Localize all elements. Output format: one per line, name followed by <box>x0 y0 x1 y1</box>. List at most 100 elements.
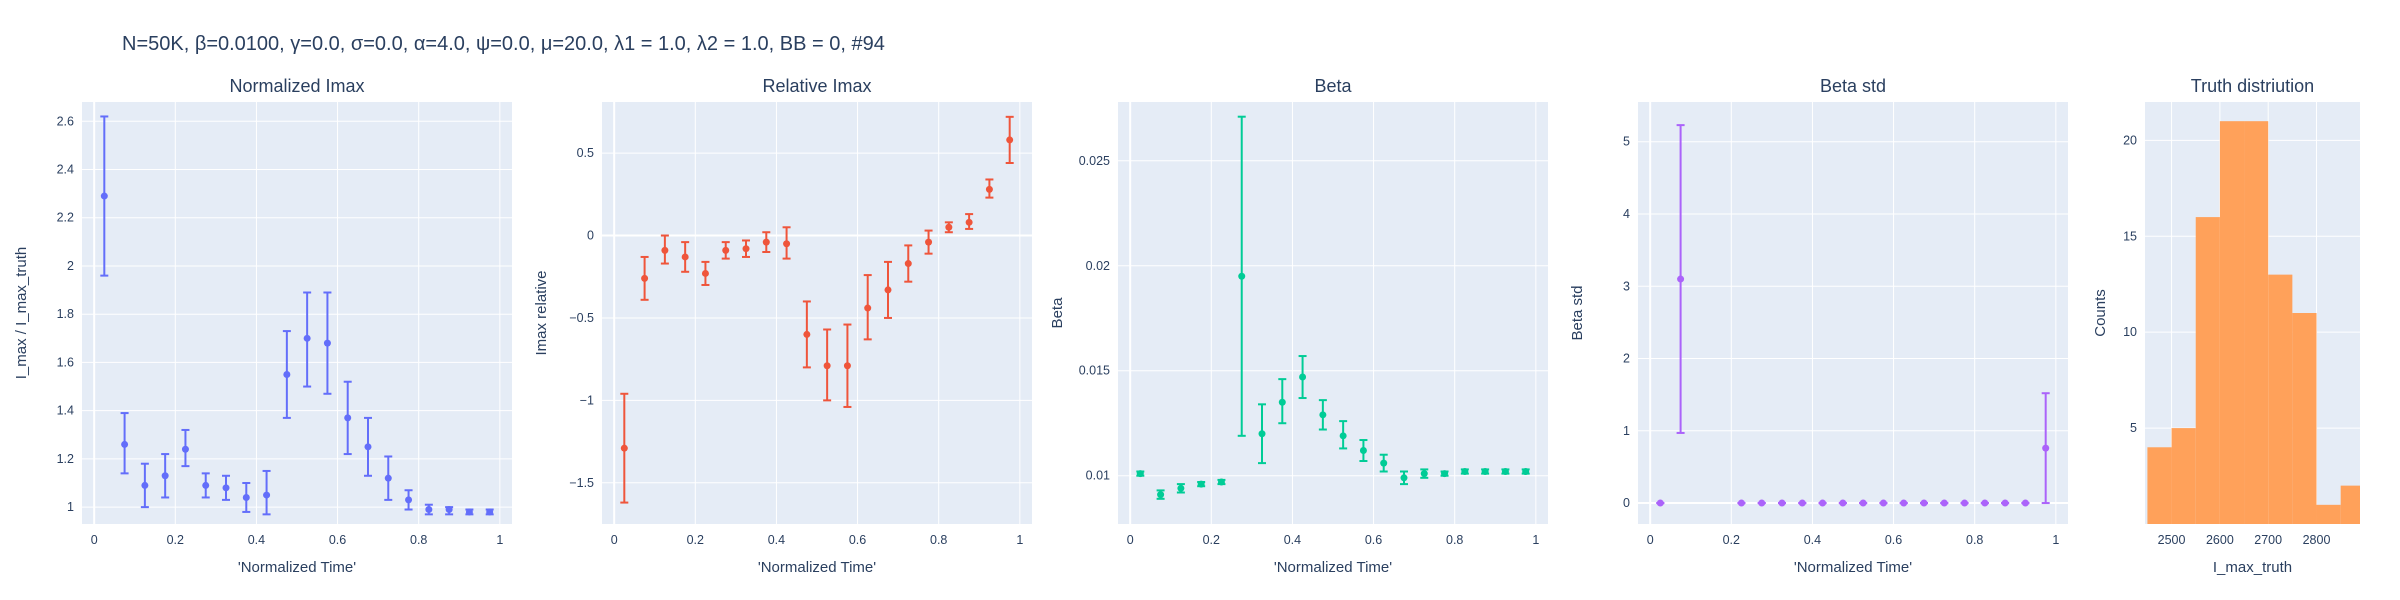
data-point <box>202 481 210 489</box>
histogram-bar <box>2147 447 2172 524</box>
data-point <box>884 286 892 294</box>
x-tick-label: 0.8 <box>1446 533 1463 547</box>
y-axis-title: I_max / I_max_truth <box>13 247 30 380</box>
data-point <box>1319 411 1327 419</box>
data-point <box>181 445 189 453</box>
data-point <box>1839 499 1847 507</box>
data-point <box>1859 499 1867 507</box>
y-tick-label: 0.02 <box>1086 259 1110 273</box>
y-tick-label: 0 <box>587 229 594 243</box>
data-point <box>641 274 649 282</box>
data-point <box>681 253 689 261</box>
data-point <box>864 304 872 312</box>
y-tick-label: 15 <box>2123 229 2137 243</box>
data-point <box>263 491 271 499</box>
x-tick-label: 0 <box>611 533 618 547</box>
y-tick-label: 1.2 <box>57 452 74 466</box>
x-tick-label: 1 <box>2052 533 2059 547</box>
y-tick-label: 0.015 <box>1079 364 1110 378</box>
y-tick-label: 3 <box>1623 279 1630 293</box>
y-tick-label: 2.2 <box>57 211 74 225</box>
x-axis-title: 'Normalized Time' <box>238 559 356 576</box>
panel-beta: 0 0.2 0.4 0.6 0.8 1 0.01 0.015 0.02 0.025 Beta 'N… <box>1049 76 1548 576</box>
data-point <box>121 440 129 448</box>
data-point <box>1900 499 1908 507</box>
x-tick-label: 2500 <box>2158 533 2186 547</box>
data-point <box>965 218 973 226</box>
x-tick-label: 2800 <box>2303 533 2331 547</box>
data-point <box>762 238 770 246</box>
data-point <box>925 238 933 246</box>
y-axis-title: Beta std <box>1569 285 1586 340</box>
subplot-title: Beta <box>1314 76 1352 96</box>
x-tick-label: 1 <box>1016 533 1023 547</box>
data-point <box>1819 499 1827 507</box>
data-point <box>1136 470 1144 478</box>
figure-title: N=50K, β=0.0100, γ=0.0, σ=0.0, α=4.0, ψ=… <box>122 33 885 55</box>
data-point <box>1737 499 1745 507</box>
y-tick-label: 2 <box>67 259 74 273</box>
x-axis-title: 'Normalized Time' <box>1794 559 1912 576</box>
histogram-bar <box>2292 313 2317 524</box>
data-point <box>1522 468 1530 476</box>
y-tick-label: 0.025 <box>1079 154 1110 168</box>
data-point <box>323 339 331 347</box>
data-point <box>742 245 750 253</box>
panel-beta-std: 0 0.2 0.4 0.6 0.8 1 0 1 2 3 4 5 Beta std 'Normalize… <box>1569 76 2068 576</box>
data-point <box>1380 459 1388 467</box>
panel-truth-distribution: 2500 2600 2700 2800 5 10 15 20 Truth distriutio… <box>2092 76 2360 576</box>
data-point <box>1258 430 1266 438</box>
y-axis-title: Beta <box>1049 297 1066 329</box>
y-tick-label: 2.6 <box>57 114 74 128</box>
data-point <box>1481 468 1489 476</box>
y-tick-label: 10 <box>2123 325 2137 339</box>
histogram-bar <box>2195 217 2220 524</box>
data-point <box>803 330 811 338</box>
data-point <box>1461 468 1469 476</box>
data-point <box>425 506 433 514</box>
data-point <box>1177 484 1185 492</box>
data-point <box>384 474 392 482</box>
data-point <box>405 496 413 504</box>
data-point <box>1798 499 1806 507</box>
x-tick-label: 0.4 <box>248 533 265 547</box>
subplot-title: Relative Imax <box>762 76 871 96</box>
y-tick-label: −1.5 <box>569 476 594 490</box>
panel-relative-imax: 0 0.2 0.4 0.6 0.8 1 −1.5 −1 −0.5 0 0.5 Relative Im… <box>533 76 1032 576</box>
x-tick-label: 0.4 <box>1284 533 1301 547</box>
x-tick-label: 0.6 <box>849 533 866 547</box>
data-point <box>1656 499 1664 507</box>
subplot-title: Truth distriution <box>2191 76 2314 96</box>
data-point <box>1677 275 1685 283</box>
data-point <box>1238 272 1246 280</box>
data-point <box>1758 499 1766 507</box>
plot-area <box>82 102 512 524</box>
x-tick-label: 2700 <box>2254 533 2282 547</box>
x-tick-label: 0.2 <box>1203 533 1220 547</box>
data-point <box>1420 470 1428 478</box>
data-point <box>161 472 169 480</box>
y-axis-title: Counts <box>2092 289 2109 337</box>
x-tick-label: 0.6 <box>329 533 346 547</box>
data-point <box>141 481 149 489</box>
data-point <box>1778 499 1786 507</box>
data-point <box>2042 444 2050 452</box>
data-point <box>1006 136 1014 144</box>
histogram-bar <box>2244 121 2269 524</box>
data-point <box>1920 499 1928 507</box>
data-point <box>1441 470 1449 478</box>
data-point <box>823 362 831 370</box>
data-point <box>1940 499 1948 507</box>
y-tick-label: 2.4 <box>57 163 74 177</box>
x-tick-label: 0.2 <box>1723 533 1740 547</box>
y-tick-label: 4 <box>1623 207 1630 221</box>
data-point <box>904 260 912 268</box>
subplot-title: Normalized Imax <box>229 76 364 96</box>
x-tick-label: 1 <box>1532 533 1539 547</box>
x-tick-label: 0.8 <box>410 533 427 547</box>
x-tick-label: 2600 <box>2206 533 2234 547</box>
x-tick-label: 0 <box>91 533 98 547</box>
x-tick-label: 0.6 <box>1365 533 1382 547</box>
y-tick-label: 1 <box>1623 424 1630 438</box>
plot-area <box>1638 102 2068 524</box>
